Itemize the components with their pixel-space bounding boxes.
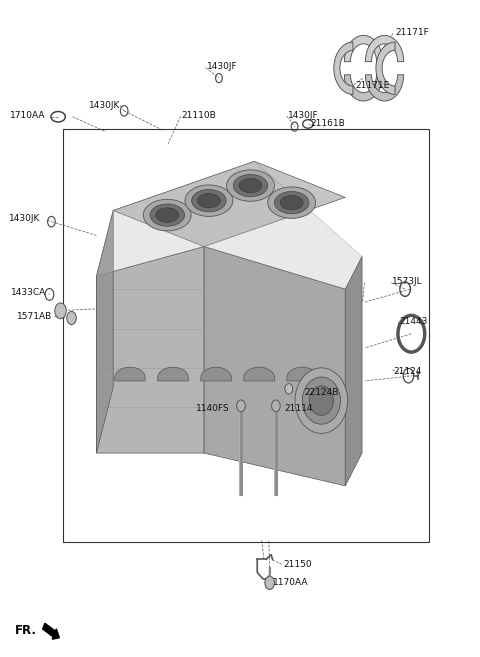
Text: 21114: 21114	[284, 404, 312, 413]
Polygon shape	[113, 162, 345, 246]
Circle shape	[237, 400, 245, 412]
Polygon shape	[376, 42, 395, 95]
Polygon shape	[115, 367, 145, 381]
Text: 1571AB: 1571AB	[17, 312, 53, 321]
Polygon shape	[365, 75, 404, 101]
Ellipse shape	[156, 208, 179, 222]
Ellipse shape	[275, 191, 309, 214]
Ellipse shape	[197, 193, 220, 208]
Polygon shape	[365, 35, 404, 62]
FancyArrow shape	[43, 623, 60, 639]
Polygon shape	[204, 246, 345, 486]
Ellipse shape	[302, 377, 340, 424]
Text: 21124: 21124	[393, 367, 421, 376]
Polygon shape	[96, 162, 362, 289]
Polygon shape	[96, 246, 204, 453]
Text: 21150: 21150	[283, 560, 312, 569]
Bar	[63, 129, 429, 541]
Text: 1430JK: 1430JK	[9, 214, 41, 223]
Polygon shape	[201, 367, 231, 381]
Ellipse shape	[310, 386, 333, 415]
Polygon shape	[287, 367, 318, 381]
Polygon shape	[344, 35, 383, 62]
Polygon shape	[334, 42, 353, 95]
Text: 22124B: 22124B	[305, 388, 339, 397]
Polygon shape	[157, 367, 188, 381]
Polygon shape	[345, 256, 362, 486]
Polygon shape	[344, 75, 383, 101]
Ellipse shape	[295, 368, 348, 434]
Polygon shape	[96, 210, 113, 453]
Ellipse shape	[144, 199, 191, 231]
Text: 21161B: 21161B	[311, 120, 346, 129]
Text: 1430JK: 1430JK	[89, 101, 120, 110]
Text: 21443: 21443	[399, 317, 427, 327]
Ellipse shape	[192, 189, 226, 212]
Text: 21110B: 21110B	[181, 111, 216, 120]
Circle shape	[272, 400, 280, 412]
Text: FR.: FR.	[15, 623, 37, 637]
Text: 21171E: 21171E	[355, 81, 389, 91]
Text: 1170AA: 1170AA	[273, 578, 308, 587]
Ellipse shape	[150, 204, 184, 226]
Text: 1433CA: 1433CA	[11, 288, 47, 297]
Ellipse shape	[268, 187, 316, 218]
Ellipse shape	[280, 195, 303, 210]
Ellipse shape	[227, 170, 275, 201]
Text: 1710AA: 1710AA	[10, 111, 46, 120]
Text: 21171F: 21171F	[396, 28, 429, 37]
Circle shape	[285, 384, 293, 394]
Circle shape	[55, 303, 66, 319]
Polygon shape	[244, 367, 275, 381]
Text: 1430JF: 1430JF	[206, 62, 237, 71]
Circle shape	[67, 311, 76, 325]
Ellipse shape	[185, 185, 233, 216]
Circle shape	[265, 576, 275, 589]
Text: 1140FS: 1140FS	[196, 404, 229, 413]
Text: 1573JL: 1573JL	[392, 277, 423, 286]
Ellipse shape	[239, 178, 262, 193]
Ellipse shape	[233, 174, 268, 196]
Text: 1430JF: 1430JF	[288, 111, 319, 120]
